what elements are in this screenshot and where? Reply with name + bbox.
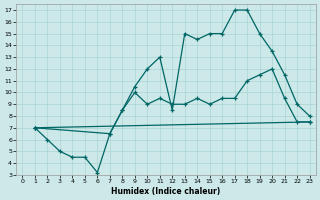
X-axis label: Humidex (Indice chaleur): Humidex (Indice chaleur) <box>111 187 221 196</box>
